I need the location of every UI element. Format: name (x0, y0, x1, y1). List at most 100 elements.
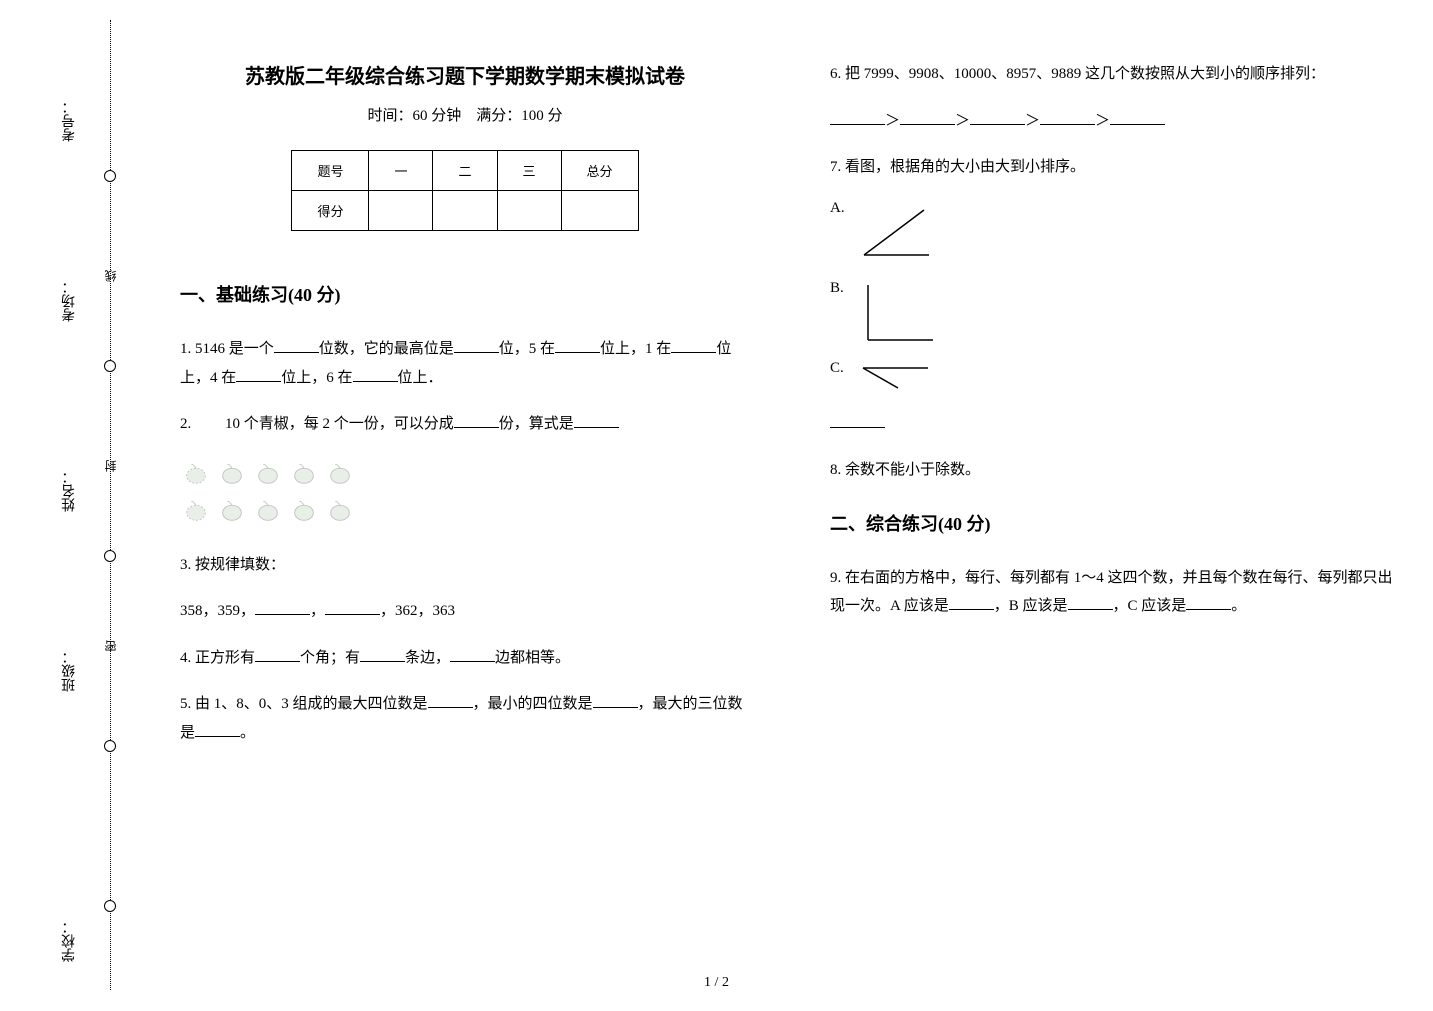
pepper-icon (182, 496, 210, 524)
blank (195, 722, 240, 737)
blank (970, 110, 1025, 125)
gt-sep: ＞ (955, 113, 970, 129)
q1-text: 位，5 在 (499, 341, 555, 357)
binding-circle (104, 900, 116, 912)
q2-text: 份，算式是 (499, 416, 574, 432)
question-7: 7. 看图，根据角的大小由大到小排序。 (830, 153, 1400, 182)
question-2: 2. 10 个青椒，每 2 个一份，可以分成份，算式是 (180, 410, 750, 439)
binding-circle (104, 740, 116, 752)
blank (555, 338, 600, 353)
blank (830, 110, 885, 125)
blank (353, 367, 398, 382)
exam-title: 苏教版二年级综合练习题下学期数学期末模拟试卷 (180, 60, 750, 89)
q4-text: 个角；有 (300, 650, 360, 666)
page-number: 1 / 2 (704, 975, 729, 991)
q3-seq-end: ，362，363 (380, 603, 455, 619)
q7-answer-blank (830, 410, 1400, 439)
score-header: 总分 (561, 151, 638, 191)
blank (1110, 110, 1165, 125)
binding-circle (104, 360, 116, 372)
section-2-title: 二、综合练习(40 分) (830, 510, 1400, 536)
q1-text: 位上． (398, 370, 443, 386)
blank (1040, 110, 1095, 125)
binding-strip: 考号： 考场： 姓名： 班级： 学校： 线 封 密 (70, 20, 130, 990)
angle-b: B. (830, 280, 1400, 350)
binding-circle (104, 550, 116, 562)
blank (671, 338, 716, 353)
q9-text: ，B 应该是 (994, 598, 1068, 614)
binding-label-class: 班级： (60, 650, 80, 692)
binding-dotted-line (110, 20, 111, 990)
q1-text: 1. 5146 是一个 (180, 341, 274, 357)
blank (454, 338, 499, 353)
q9-text: 。 (1231, 598, 1246, 614)
binding-char-xian: 线 (102, 270, 119, 282)
q4-text: 4. 正方形有 (180, 650, 255, 666)
blank (255, 600, 310, 615)
q1-text: 位数，它的最高位是 (319, 341, 454, 357)
q5-text: ，最小的四位数是 (473, 696, 593, 712)
table-row: 得分 (292, 191, 638, 231)
q3-text: 3. 按规律填数： (180, 557, 285, 573)
score-table: 题号 一 二 三 总分 得分 (291, 150, 638, 231)
angle-label-c: C. (830, 360, 844, 377)
angle-c-icon (853, 360, 943, 400)
blank (428, 693, 473, 708)
binding-label-exam-id: 考号： (60, 100, 80, 142)
blank (325, 600, 380, 615)
gt-sep: ＞ (885, 113, 900, 129)
main-content: 苏教版二年级综合练习题下学期数学期末模拟试卷 时间：60 分钟 满分：100 分… (160, 50, 1420, 970)
blank (830, 413, 885, 428)
score-header: 题号 (292, 151, 369, 191)
blank (236, 367, 281, 382)
binding-char-mi: 密 (102, 640, 119, 652)
score-row-label: 得分 (292, 191, 369, 231)
question-3-seq: 358，359，，，362，363 (180, 597, 750, 626)
q1-text: 位上，1 在 (600, 341, 671, 357)
question-6-blanks: ＞＞＞＞ (830, 107, 1400, 136)
gt-sep: ＞ (1025, 113, 1040, 129)
blank (1186, 595, 1231, 610)
left-column: 苏教版二年级综合练习题下学期数学期末模拟试卷 时间：60 分钟 满分：100 分… (160, 50, 770, 970)
question-8: 8. 余数不能小于除数。 (830, 456, 1400, 485)
q3-seq-start: 358，359， (180, 603, 255, 619)
question-9: 9. 在右面的方格中，每行、每列都有 1～4 这四个数，并且每个数在每行、每列都… (830, 564, 1400, 621)
q4-text: 条边， (405, 650, 450, 666)
q6-text: 6. 把 7999、9908、10000、8957、9889 这几个数按照从大到… (830, 66, 1325, 82)
score-header: 三 (497, 151, 561, 191)
blank (949, 595, 994, 610)
binding-circle (104, 170, 116, 182)
pepper-icon (218, 496, 246, 524)
pepper-icon (326, 496, 354, 524)
pepper-icon (254, 496, 282, 524)
angle-a-icon (854, 200, 944, 270)
binding-label-name: 姓名： (60, 470, 80, 512)
pepper-icon (182, 459, 210, 487)
binding-char-feng: 封 (102, 460, 119, 472)
angle-a: A. (830, 200, 1400, 270)
question-5: 5. 由 1、8、0、3 组成的最大四位数是，最小的四位数是，最大的三位数是。 (180, 690, 750, 747)
q4-text: 边都相等。 (495, 650, 570, 666)
score-cell (497, 191, 561, 231)
pepper-icon (218, 459, 246, 487)
question-4: 4. 正方形有 个角；有 条边， 边都相等。 (180, 644, 750, 673)
right-column: 6. 把 7999、9908、10000、8957、9889 这几个数按照从大到… (810, 50, 1420, 970)
question-3: 3. 按规律填数： (180, 551, 750, 580)
table-row: 题号 一 二 三 总分 (292, 151, 638, 191)
blank (593, 693, 638, 708)
pepper-icon (290, 459, 318, 487)
score-cell (561, 191, 638, 231)
angle-b-icon (853, 280, 943, 350)
q7-text: 7. 看图，根据角的大小由大到小排序。 (830, 159, 1085, 175)
blank (454, 413, 499, 428)
exam-subtitle: 时间：60 分钟 满分：100 分 (180, 104, 750, 125)
score-cell (433, 191, 497, 231)
binding-label-room: 考场： (60, 280, 80, 322)
score-header: 二 (433, 151, 497, 191)
q8-text: 8. 余数不能小于除数。 (830, 462, 980, 478)
blank (360, 647, 405, 662)
pepper-icon (326, 459, 354, 487)
angle-label-a: A. (830, 200, 845, 217)
blank (255, 647, 300, 662)
pepper-image-row (180, 457, 750, 531)
